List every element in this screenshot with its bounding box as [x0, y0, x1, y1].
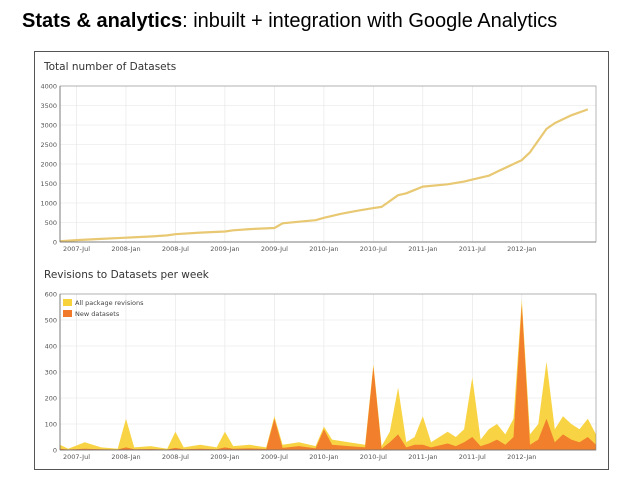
chart2-ytick-label: 400: [45, 342, 57, 350]
chart1-xtick-label: 2008-Jan: [111, 245, 140, 253]
chart2-legend-label: All package revisions: [75, 299, 144, 307]
chart2-plot-border: [59, 293, 597, 451]
chart1-xtick-label: 2008-Jul: [162, 245, 189, 253]
chart1-series-line: [59, 108, 589, 243]
chart1-ytick-label: 0: [53, 238, 57, 246]
chart1-xtick-label: 2007-Jul: [63, 245, 90, 253]
chart1-xtick-label: 2011-Jul: [459, 245, 486, 253]
chart1-ytick-label: 3000: [40, 121, 57, 129]
chart2-ytick-label: 100: [45, 420, 57, 428]
chart2-legend-swatch: [63, 299, 72, 306]
chart1-ytick-label: 1500: [40, 180, 57, 188]
chart2-xtick-label: 2010-Jul: [360, 453, 387, 461]
chart1-xtick-label: 2010-Jul: [360, 245, 387, 253]
chart2-ytick-label: 500: [45, 316, 57, 324]
chart2-xtick-label: 2011-Jul: [459, 453, 486, 461]
chart2-xtick-label: 2010-Jan: [309, 453, 338, 461]
chart2-ytick-label: 300: [45, 368, 57, 376]
chart1-ytick-label: 2000: [40, 160, 57, 168]
chart1-ytick-label: 2500: [40, 141, 57, 149]
chart2-xtick-label: 2007-Jul: [63, 453, 90, 461]
chart1-xtick-label: 2012-Jan: [507, 245, 536, 253]
chart1-xtick-label: 2009-Jan: [210, 245, 239, 253]
chart1-title: Total number of Datasets: [44, 61, 177, 73]
chart2-ytick-label: 200: [45, 394, 57, 402]
chart1-ytick-label: 500: [45, 219, 57, 227]
chart2-xtick-label: 2009-Jan: [210, 453, 239, 461]
chart2-ytick-label: 0: [53, 446, 57, 454]
chart1-plot-border: [59, 85, 597, 243]
chart2-xtick-label: 2011-Jan: [408, 453, 437, 461]
chart2-ytick-label: 600: [45, 290, 57, 298]
chart2-xtick-label: 2008-Jan: [111, 453, 140, 461]
chart1-ytick-label: 3500: [40, 102, 57, 110]
chart1-xtick-label: 2011-Jan: [408, 245, 437, 253]
charts-frame: [34, 51, 609, 470]
slide-title-rest: : inbuilt + integration with Google Anal…: [182, 10, 558, 32]
slide-title-bold: Stats & analytics: [22, 10, 183, 32]
chart2-xtick-label: 2008-Jul: [162, 453, 189, 461]
chart1-xtick-label: 2009-Jul: [261, 245, 288, 253]
chart2-title: Revisions to Datasets per week: [44, 269, 209, 281]
chart1-ytick-label: 4000: [40, 82, 57, 90]
chart1-xtick-label: 2010-Jan: [309, 245, 338, 253]
chart2-xtick-label: 2012-Jan: [507, 453, 536, 461]
chart2-legend-swatch: [63, 310, 72, 317]
chart2-xtick-label: 2009-Jul: [261, 453, 288, 461]
chart2-series-area-new-datasets: [60, 304, 596, 450]
slide-title: Stats & analytics: inbuilt + integration…: [22, 10, 557, 33]
chart1-ytick-label: 1000: [40, 199, 57, 207]
chart2-legend-label: New datasets: [75, 310, 120, 318]
